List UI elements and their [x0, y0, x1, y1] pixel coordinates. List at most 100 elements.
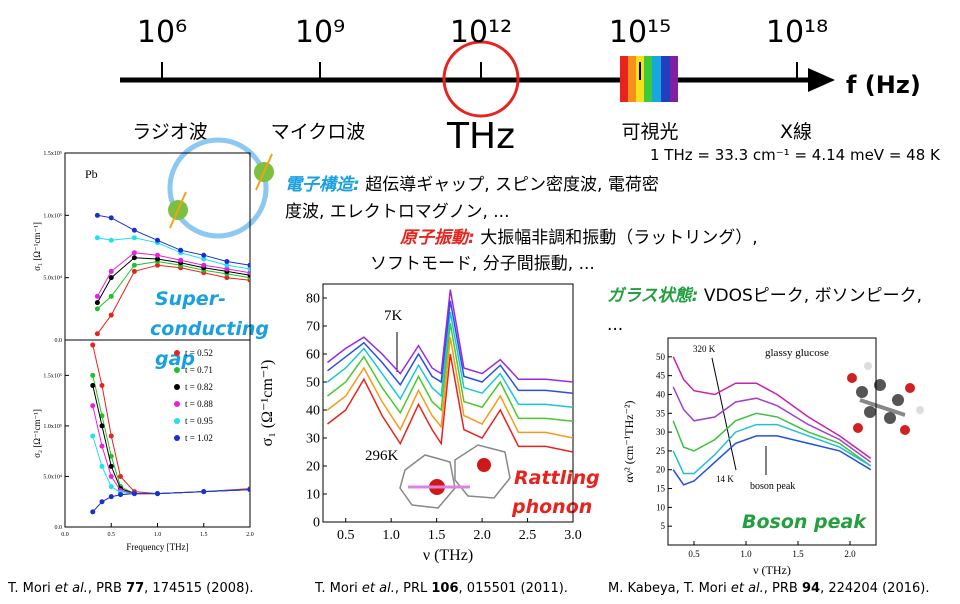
series-line [96, 252, 250, 297]
x-axis-label: Frequency [THz] [126, 542, 188, 552]
data-point [90, 342, 96, 348]
citation-part: T. Mori [314, 581, 362, 596]
citation: T. Mori et al., PRL 106, 015501 (2011). [314, 581, 568, 596]
plot-area [672, 356, 872, 486]
x-tick-label: 2.0 [844, 549, 856, 559]
data-point [90, 433, 96, 439]
x-tick-label: 2.0 [473, 528, 491, 543]
x-tick-label: 1.0 [740, 549, 752, 559]
data-point [131, 255, 137, 261]
data-point [108, 275, 114, 281]
data-point [118, 492, 123, 498]
citation-part: 106 [431, 581, 458, 596]
series-line [327, 300, 573, 394]
y-tick-label: 1.5x10⁵ [43, 151, 62, 157]
series-line [672, 412, 872, 467]
y-tick-label: 15 [656, 484, 666, 494]
data-point [94, 235, 100, 241]
series-line [327, 337, 573, 439]
topic-line: ガラス状態: VDOSピーク, ボソンピーク, [607, 286, 922, 306]
data-point [90, 382, 96, 388]
x-tick-label: 0.0 [61, 532, 69, 538]
y-tick-label: 1.0x10⁵ [43, 213, 62, 219]
citation-part: et al. [731, 581, 764, 596]
annotation-arrow [711, 357, 737, 471]
data-point [178, 247, 184, 253]
y-tick-label: 40 [656, 389, 666, 399]
series-line [92, 405, 250, 495]
annotation: conducting [150, 318, 269, 340]
citation-part: M. Kabeya, T. Mori [608, 581, 731, 596]
y-axis-label: αν² (cm⁻¹THz⁻²) [622, 400, 636, 482]
citation: M. Kabeya, T. Mori et al., PRB 94, 22420… [608, 581, 929, 596]
data-point [118, 473, 123, 479]
x-tick-label: 0.5 [337, 528, 355, 543]
legend-label: t = 0.82 [185, 382, 213, 392]
y-axis-label: σ₂ [Ω⁻¹cm⁻¹] [32, 409, 42, 458]
y-tick-label: 1.5x10⁵ [43, 373, 62, 379]
y-tick-label: 0.0 [55, 338, 63, 344]
data-point [90, 403, 96, 409]
data-point [155, 256, 160, 262]
data-point [90, 372, 96, 378]
data-point [94, 306, 100, 312]
annotation: Super- [155, 288, 226, 310]
x-tick-label: 1.0 [154, 532, 162, 538]
plot-frame [322, 283, 574, 523]
data-point [224, 262, 230, 268]
y-tick-label: 0.0 [55, 525, 63, 531]
band-label: THz [446, 116, 515, 157]
citation-part: 77 [126, 581, 144, 596]
visible-spectrum [620, 56, 678, 102]
plot-frame [667, 337, 877, 546]
timeline-tick-label: 10¹⁵ [609, 15, 671, 50]
y-axis-label: σ₁ (Ω⁻¹cm⁻¹) [259, 360, 276, 447]
data-point [99, 423, 105, 429]
conversion: 1 THz = 33.3 cm⁻¹ = 4.14 meV = 48 K [650, 146, 941, 164]
data-point [131, 262, 137, 268]
legend-label: t = 0.71 [185, 365, 213, 375]
data-point [108, 453, 114, 459]
citation-part: , 015501 (2011). [459, 581, 568, 596]
data-point [99, 499, 105, 505]
y-tick-label: 20 [306, 460, 320, 475]
citation-part: et al. [55, 581, 88, 596]
legend-marker [174, 418, 180, 424]
data-point [108, 312, 114, 318]
data-point [247, 270, 250, 276]
plot-frame [64, 152, 251, 341]
series-line [672, 423, 872, 475]
data-point [155, 491, 160, 497]
band-label: ラジオ波 [132, 121, 208, 143]
data-point [201, 252, 207, 258]
timeline-tick-label: 10¹² [450, 15, 512, 50]
annotation: gap [155, 348, 195, 370]
citation-part: , PRL [395, 581, 432, 596]
annotation: 14 K [716, 474, 734, 484]
series-line [97, 260, 250, 310]
data-point [94, 331, 100, 337]
x-axis-label: ν (THz) [423, 547, 473, 564]
data-point [201, 256, 207, 262]
y-tick-label: 5 [661, 521, 666, 531]
series-line [327, 353, 573, 453]
data-point [201, 262, 207, 268]
orbit-icon [167, 137, 274, 239]
topic-label: ガラス状態: [607, 286, 698, 306]
y-tick-label: 25 [656, 446, 666, 456]
annotation: 7K [384, 308, 403, 324]
legend-label: t = 0.52 [185, 348, 213, 358]
topic-text: 超伝導ギャップ, スピン密度波, 電荷密 [360, 175, 659, 195]
data-point [247, 266, 250, 272]
data-point [155, 252, 160, 258]
plot-area [327, 289, 573, 453]
data-point [131, 227, 137, 233]
y-tick-label: 50 [306, 376, 320, 391]
citation-part: 94 [802, 581, 820, 596]
y-tick-label: 0 [313, 516, 320, 531]
timeline-tick-label: 10⁹ [295, 15, 345, 50]
series-line [92, 489, 250, 513]
thz-highlight [442, 40, 520, 118]
x-axis-label: ν (THz) [753, 563, 791, 577]
data-point [108, 484, 114, 490]
